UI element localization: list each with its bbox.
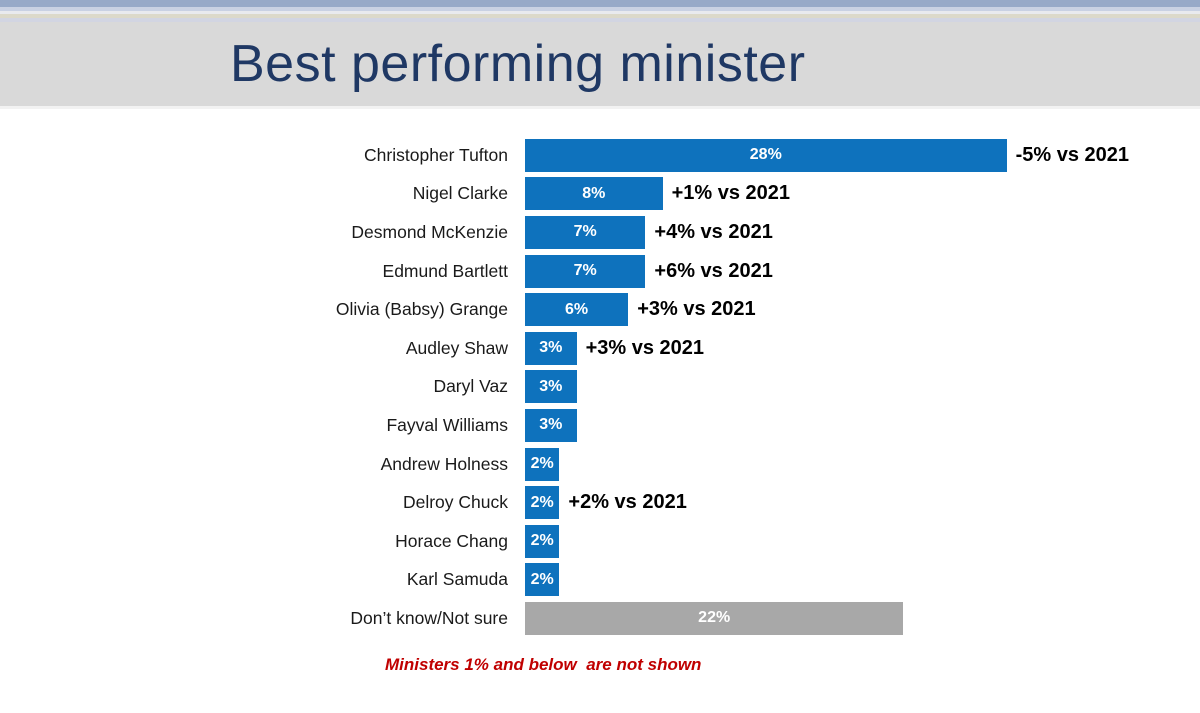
bar-wrap: 3% +3% vs 2021: [525, 331, 705, 365]
bar-annotation: +3% vs 2021: [585, 336, 705, 359]
category-label: Delroy Chuck: [402, 492, 508, 513]
category-label: Don’t know/Not sure: [350, 607, 508, 628]
bar-annotation: +2% vs 2021: [568, 491, 687, 514]
bar-wrap: 2%: [525, 524, 568, 558]
bar-wrap: 6% +3% vs 2021: [525, 293, 756, 327]
bar: 2%: [525, 563, 560, 597]
bar: 2%: [525, 524, 560, 558]
category-label: Daryl Vaz: [433, 376, 508, 397]
chart-footnote: Ministers 1% and below are not shown: [385, 655, 702, 674]
bar-value-label: 28%: [749, 146, 782, 164]
chart-row: Desmond McKenzie 7% +4% vs 2021: [0, 213, 1200, 252]
bar: 3%: [525, 408, 577, 442]
bar-wrap: 22%: [525, 601, 912, 635]
chart-row: Daryl Vaz 3%: [0, 368, 1200, 407]
bar: 3%: [525, 370, 577, 404]
bar-annotation: +4% vs 2021: [654, 220, 773, 243]
title-band: Best performing minister: [0, 22, 1200, 109]
category-label: Desmond McKenzie: [351, 221, 508, 242]
bar-annotation: +3% vs 2021: [637, 298, 756, 321]
header-stripe-lightblue: [0, 7, 1200, 11]
bar-value-label: 7%: [573, 223, 597, 241]
category-label: Fayval Williams: [386, 414, 508, 435]
bar-value-label: 6%: [565, 300, 589, 318]
bar-wrap: 2%: [525, 563, 568, 597]
bar-annotation: +6% vs 2021: [654, 259, 773, 282]
category-label: Andrew Holness: [380, 453, 508, 474]
category-label: Christopher Tufton: [364, 144, 508, 165]
bar-value-label: 7%: [573, 262, 597, 280]
bar-wrap: 28% -5% vs 2021: [525, 138, 1130, 172]
chart-row: Karl Samuda 2%: [0, 561, 1200, 600]
bar: 22%: [525, 601, 904, 635]
category-label: Horace Chang: [395, 530, 508, 551]
bar: 2%: [525, 486, 560, 520]
bar: 28%: [525, 138, 1007, 172]
chart-row: Nigel Clarke 8% +1% vs 2021: [0, 175, 1200, 214]
bar: 6%: [525, 293, 629, 327]
bar-wrap: 7% +4% vs 2021: [525, 215, 773, 249]
bar-value-label: 2%: [530, 570, 554, 588]
bar-value-label: 3%: [539, 339, 563, 357]
category-label: Audley Shaw: [405, 337, 508, 358]
bar-chart: Christopher Tufton 28% -5% vs 2021 Nigel…: [0, 136, 1200, 638]
bar-annotation: -5% vs 2021: [1015, 143, 1130, 166]
page-title: Best performing minister: [230, 35, 806, 93]
category-label: Karl Samuda: [406, 569, 508, 590]
bar-value-label: 22%: [698, 609, 731, 627]
bar-wrap: 7% +6% vs 2021: [525, 254, 773, 288]
bar: 3%: [525, 331, 577, 365]
bar-annotation: +1% vs 2021: [671, 182, 791, 205]
header-stripe-blue: [0, 0, 1200, 7]
bar: 7%: [525, 254, 646, 288]
bar-wrap: 2% +2% vs 2021: [525, 486, 687, 520]
bar-value-label: 2%: [530, 493, 554, 511]
chart-row: Andrew Holness 2%: [0, 445, 1200, 484]
category-label: Edmund Bartlett: [382, 260, 508, 281]
bar-wrap: 2%: [525, 447, 568, 481]
chart-row: Edmund Bartlett 7% +6% vs 2021: [0, 252, 1200, 291]
header-accent-stripes: [0, 0, 1200, 22]
bar: 8%: [525, 177, 663, 211]
chart-row: Fayval Williams 3%: [0, 406, 1200, 445]
bar-value-label: 3%: [539, 416, 563, 434]
bar: 2%: [525, 447, 560, 481]
chart-row: Audley Shaw 3% +3% vs 2021: [0, 329, 1200, 368]
header-stripe-beige: [0, 14, 1200, 18]
bar-value-label: 2%: [530, 455, 554, 473]
chart-row: Christopher Tufton 28% -5% vs 2021: [0, 136, 1200, 175]
bar-value-label: 3%: [539, 377, 563, 395]
header-stripe-white: [0, 11, 1200, 14]
chart-row: Delroy Chuck 2% +2% vs 2021: [0, 483, 1200, 522]
bar-wrap: 8% +1% vs 2021: [525, 177, 791, 211]
bar-wrap: 3%: [525, 408, 586, 442]
bar-value-label: 8%: [582, 184, 606, 202]
bar-wrap: 3%: [525, 370, 586, 404]
header-stripe-lavender: [0, 18, 1200, 22]
bar-value-label: 2%: [530, 532, 554, 550]
category-label: Nigel Clarke: [412, 183, 508, 204]
bar: 7%: [525, 215, 646, 249]
category-label: Olivia (Babsy) Grange: [335, 299, 508, 320]
chart-row: Don’t know/Not sure 22%: [0, 599, 1200, 638]
chart-row: Olivia (Babsy) Grange 6% +3% vs 2021: [0, 290, 1200, 329]
chart-row: Horace Chang 2%: [0, 522, 1200, 561]
